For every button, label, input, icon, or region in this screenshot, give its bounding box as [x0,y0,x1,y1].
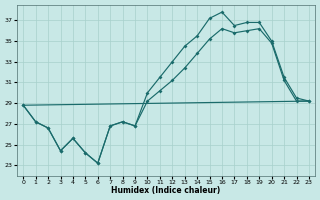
X-axis label: Humidex (Indice chaleur): Humidex (Indice chaleur) [111,186,221,195]
